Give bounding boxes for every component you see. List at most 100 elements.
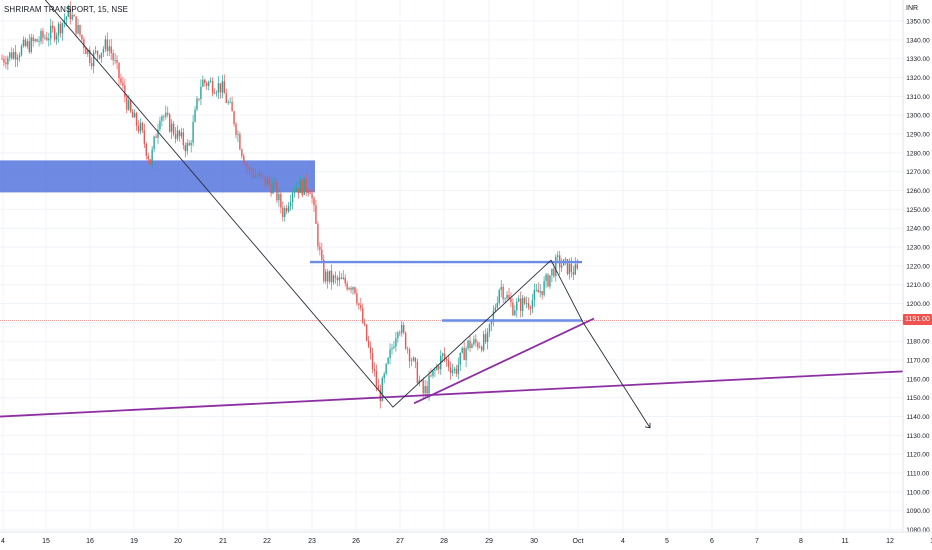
candle-body [549,275,551,287]
candle-body [457,364,459,374]
candle-body [537,289,539,293]
candle-body [533,289,536,301]
candle-body [465,348,467,361]
candle-body [192,121,194,143]
candle-body [190,142,192,146]
candle-body [535,289,537,291]
candle-body [126,96,128,110]
candle-body [543,281,545,296]
price-tick-label: 1260.00 [906,188,930,195]
candle-body [381,378,383,402]
candle-body [297,188,300,193]
candle-body [96,50,99,56]
time-tick-label: 13 [930,538,932,545]
candle-body [200,86,202,99]
candle-body [455,368,458,374]
candle-body [301,180,303,195]
candle-body [514,310,516,316]
candle-body [98,55,101,59]
price-tick-label: 1310.00 [906,94,930,101]
candle-body [371,352,374,370]
candle-body [447,360,450,368]
price-tick-label: 1180.00 [906,339,929,346]
price-tick-label: 1200.00 [906,301,930,308]
candle-body [418,380,420,384]
price-tick-label: 1350.00 [906,19,930,26]
candle-body [403,324,405,333]
candle-body [330,270,333,283]
candle-body [206,82,208,87]
candle-body [139,123,142,132]
candle-body [235,124,237,135]
candle-body [208,82,210,87]
candle-body [422,380,424,394]
candle-body [272,182,274,194]
candle-body [73,14,75,17]
candle-body [282,207,284,217]
currency-label: INR [906,5,919,12]
price-tick-label: 1150.00 [906,395,929,402]
candle-body [461,347,463,353]
candle-body [406,348,409,350]
candle-body [188,143,190,146]
candle-body [91,62,93,67]
candle-body [385,363,387,374]
candle-body [438,365,440,370]
candle-body [248,167,251,170]
candle-body [463,347,465,361]
candle-body [14,52,17,60]
candle-body [568,263,571,275]
candle-body [11,52,13,59]
candle-body [141,123,144,131]
candle-body [278,193,280,201]
candle-body [7,57,9,65]
candle-body [268,179,270,185]
candle-body [383,373,385,379]
drawing-zones [0,160,315,193]
candle-body [467,340,469,349]
time-tick-label: 30 [530,538,538,545]
candle-body [473,339,475,345]
candle-body [217,83,220,93]
candle-body [174,134,177,139]
candle-body [225,93,227,103]
candle-body [5,62,7,65]
candle-body [477,342,479,348]
candle-body [219,83,222,93]
candle-body [356,293,358,304]
candle-body [570,263,573,273]
price-tick-label: 1080.00 [906,527,930,534]
price-axis[interactable]: 1080.00 1090.00 1100.00 1110.00 1120.00 1130.… [902,0,932,550]
candle-body [161,116,163,121]
candle-body [451,370,454,373]
time-axis[interactable]: 4 15 16 19 20 21 22 23 26 27 28 29 30 Oct 4 5 6 7 8 11 12 13 [0,531,932,545]
candle-body [375,371,378,386]
candle-body [336,277,339,281]
candle-body [229,101,231,103]
time-tick-label: 7 [755,538,759,545]
time-tick-label: 22 [263,538,271,545]
candle-body [167,112,169,115]
candle-body [85,48,87,54]
candle-body [3,58,5,63]
candle-body [211,81,214,93]
candle-body [289,202,292,207]
candle-body [124,85,126,97]
candle-body [116,60,118,63]
candle-body [252,172,255,178]
price-tick-label: 1210.00 [906,282,930,289]
candle-body [286,208,288,212]
candle-body [445,359,448,361]
candle-body [373,369,376,372]
price-tick-label: 1220.00 [906,263,930,270]
candle-body [502,286,504,299]
candle-body [182,132,185,146]
candle-body [1,58,3,60]
candle-body [299,180,302,193]
candle-body [490,319,493,325]
candle-body [508,294,510,299]
candle-body [176,130,179,139]
supply-zone [0,160,315,193]
candle-body [83,39,85,49]
